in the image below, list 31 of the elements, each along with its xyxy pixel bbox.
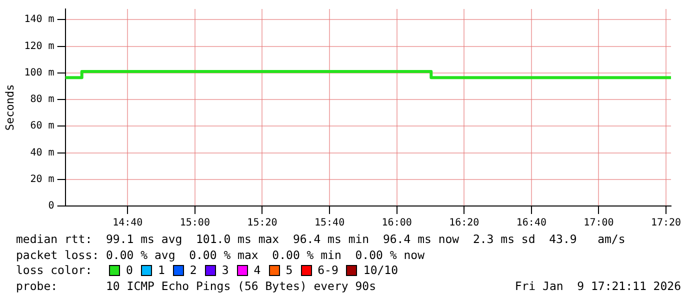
y-tick-label: 140 m <box>24 14 54 26</box>
y-tick-label: 80 m <box>30 94 54 106</box>
y-tick-label: 60 m <box>30 120 54 132</box>
x-tick-label: 16:20 <box>449 218 480 229</box>
y-axis-title: Seconds <box>3 84 16 131</box>
y-tick-label: 100 m <box>24 67 54 78</box>
text: median rtt: 99.1 ms avg 101.0 ms max 96.4 ms min 96.4 ms now 2.3 ms sd 43.9 am/s <box>16 232 626 248</box>
text: Fri Jan 9 17:21:11 2026 <box>514 278 681 294</box>
y-tick-label: 120 m <box>24 40 54 52</box>
legend-label: 3 <box>220 263 229 278</box>
x-tick-label: 14:40 <box>112 218 143 229</box>
x-tick-label: 15:40 <box>314 218 345 229</box>
legend-label: 4 <box>252 263 261 278</box>
legend-label: 2 <box>188 263 197 278</box>
x-tick-label: 16:40 <box>516 218 546 229</box>
legend-label: 0 <box>125 263 133 278</box>
y-tick-label: 40 m <box>30 147 54 158</box>
legend-label: 6-9 <box>316 263 338 278</box>
x-tick-label: 17:20 <box>650 218 682 229</box>
legend-label: 5 <box>284 263 293 278</box>
y-tick-label: 20 m <box>30 174 54 185</box>
x-tick-label: 15:20 <box>247 218 278 229</box>
text: probe: 10 ICMP Echo Pings (56 Bytes) every 90s <box>16 278 376 294</box>
x-tick-label: 17:00 <box>584 218 614 229</box>
x-tick-label: 15:00 <box>180 218 210 229</box>
legend-title: loss color: <box>16 263 94 278</box>
y-tick-label: 0 <box>48 200 54 212</box>
legend-label: 10/10 <box>362 263 398 278</box>
legend-label: 1 <box>156 263 165 278</box>
x-tick-label: 16:00 <box>382 218 412 229</box>
text: packet loss: 0.00 % avg 0.00 % max 0.00 % min 0.00 % now <box>16 248 426 263</box>
